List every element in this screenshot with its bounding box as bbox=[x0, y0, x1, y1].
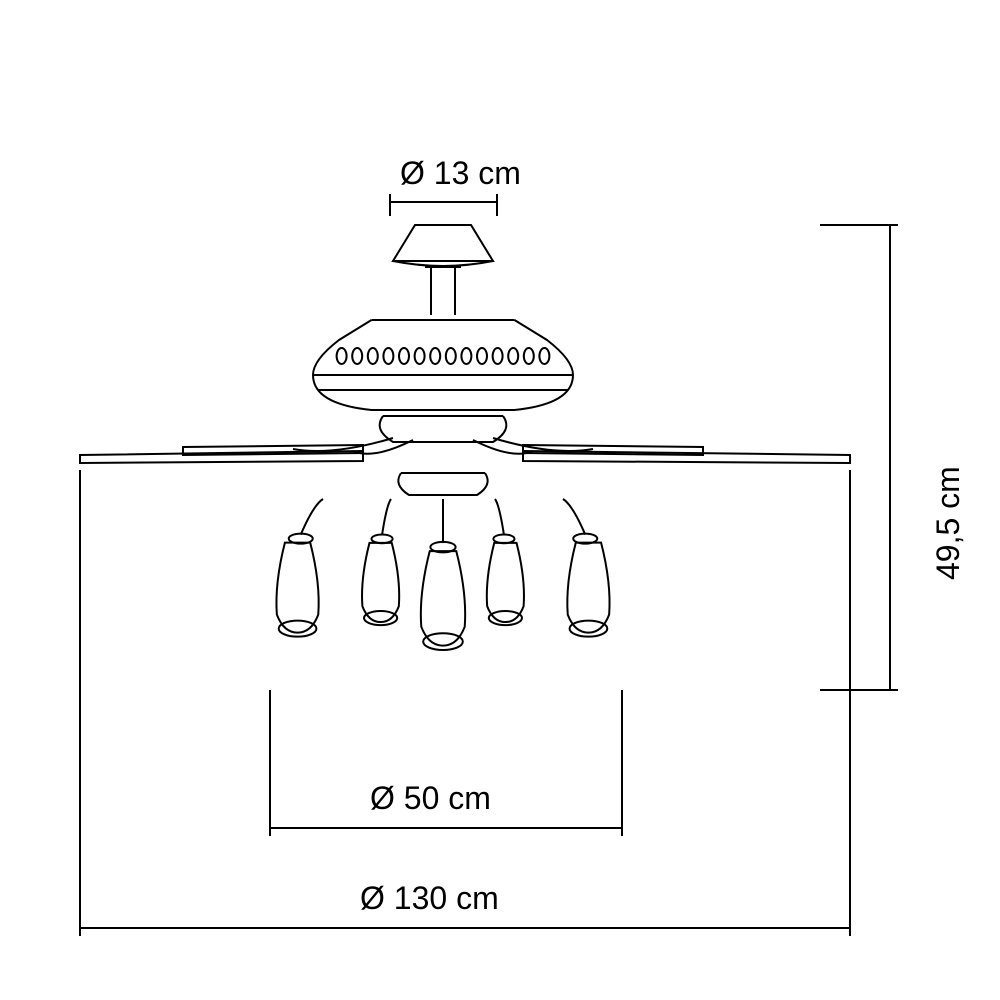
dim-label-bottom: Ø 130 cm bbox=[360, 880, 499, 917]
dim-label-mid: Ø 50 cm bbox=[370, 780, 491, 817]
diagram-stage: Ø 13 cm 49,5 cm Ø 50 cm Ø 130 cm bbox=[0, 0, 1000, 1000]
dim-label-top: Ø 13 cm bbox=[400, 155, 521, 192]
dim-label-right: 49,5 cm bbox=[930, 466, 967, 580]
fan-diagram-svg bbox=[0, 0, 1000, 1000]
